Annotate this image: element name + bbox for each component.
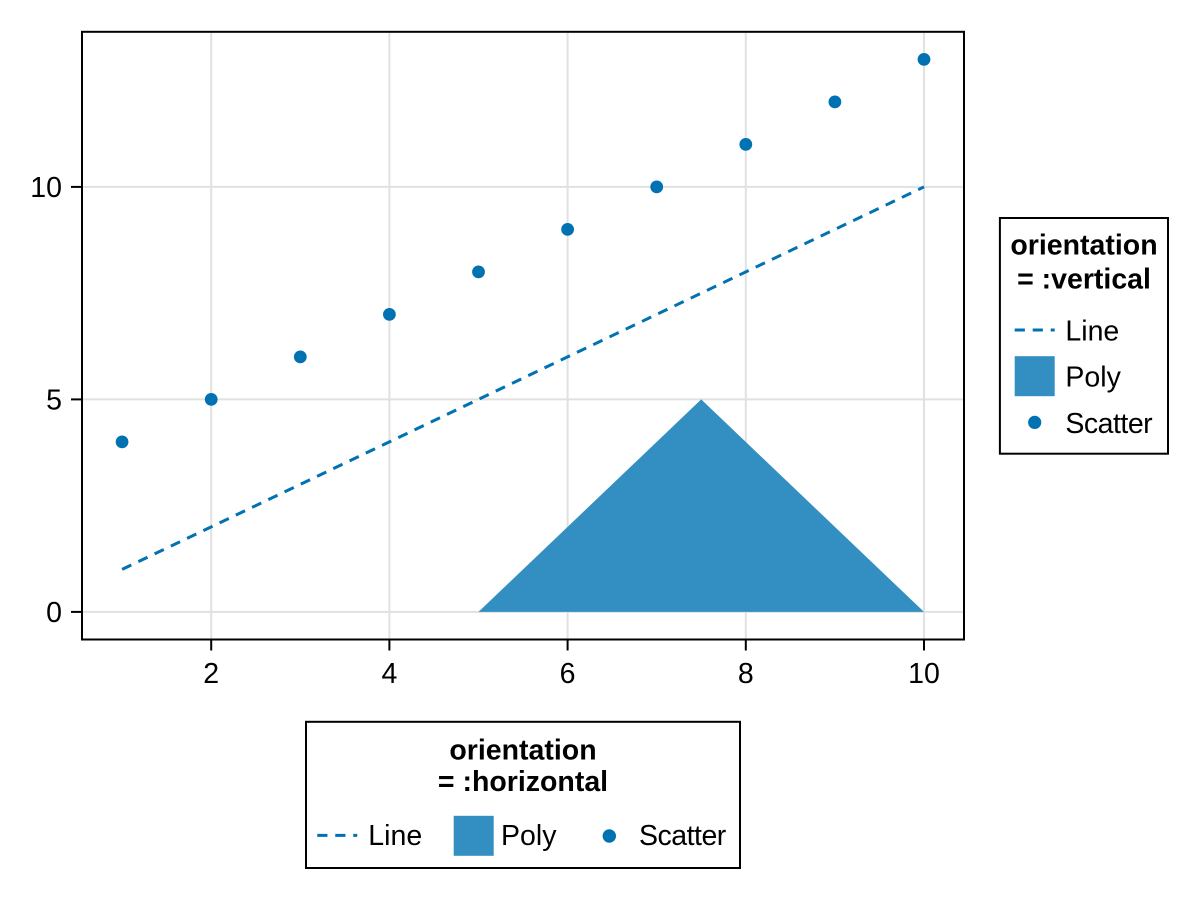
svg-text:= :horizontal: = :horizontal [438,766,608,798]
svg-text:Scatter: Scatter [639,820,727,852]
svg-text:5: 5 [46,385,62,417]
svg-text:2: 2 [203,658,219,690]
svg-text:4: 4 [381,658,397,690]
svg-text:Line: Line [1065,315,1119,347]
svg-text:Poly: Poly [1065,362,1121,394]
svg-text:orientation: orientation [449,735,596,767]
svg-text:Line: Line [368,820,422,852]
svg-text:10: 10 [30,172,62,204]
svg-text:orientation: orientation [1010,229,1157,261]
svg-text:= :vertical: = :vertical [1017,264,1151,296]
svg-text:Scatter: Scatter [1065,408,1153,440]
svg-text:Poly: Poly [501,820,557,852]
svg-text:10: 10 [908,658,940,690]
svg-text:0: 0 [46,597,62,629]
svg-text:6: 6 [560,658,576,690]
svg-text:8: 8 [738,658,754,690]
